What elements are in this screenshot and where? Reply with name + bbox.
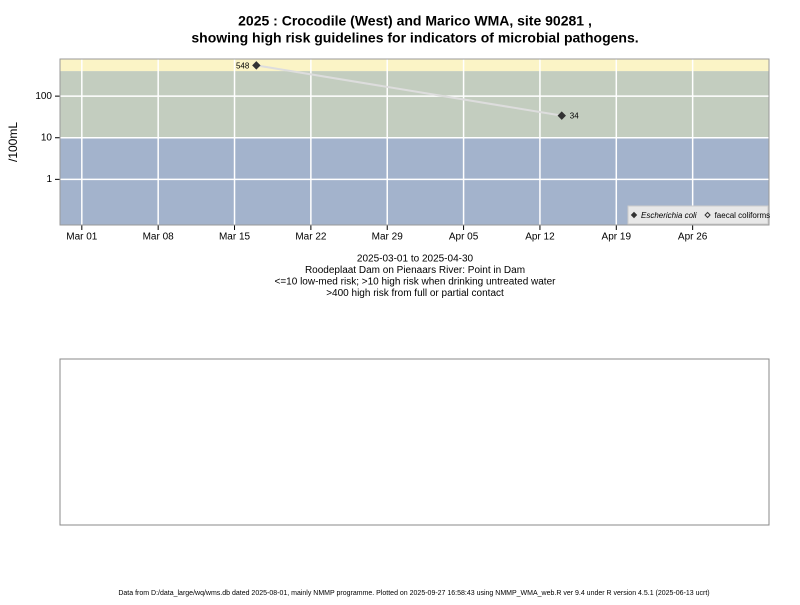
- subtitle: 2025-03-01 to 2025-04-30: [357, 254, 474, 265]
- x-tick-label: Apr 26: [678, 232, 708, 243]
- x-tick-label: Apr 12: [525, 232, 555, 243]
- risk-band: [60, 59, 769, 72]
- chart-title: 2025 : Crocodile (West) and Marico WMA, …: [238, 13, 592, 29]
- data-point: [252, 61, 261, 70]
- chart-title: showing high risk guidelines for indicat…: [191, 30, 638, 46]
- y-tick-label: 100: [35, 91, 52, 102]
- legend-label: faecal coliforms: [715, 211, 771, 220]
- empty-panel: [59, 358, 770, 526]
- footer: Data from D:/data_large/wq/wms.db dated …: [118, 590, 709, 597]
- legend-label: Escherichia coli: [641, 211, 697, 220]
- series-line: [256, 64, 562, 117]
- data-label: 34: [570, 112, 579, 121]
- x-tick-label: Mar 15: [219, 232, 251, 243]
- data-label: 548: [236, 61, 250, 70]
- subtitle: <=10 low-med risk; >10 high risk when dr…: [275, 277, 557, 288]
- subtitle: Roodeplaat Dam on Pienaars River: Point …: [305, 265, 525, 276]
- subtitle: >400 high risk from full or partial cont…: [326, 288, 504, 299]
- plot-frame: [59, 58, 770, 226]
- x-tick-label: Mar 08: [143, 232, 175, 243]
- x-tick-label: Mar 01: [66, 232, 98, 243]
- legend-marker: [704, 211, 711, 219]
- x-tick-label: Mar 22: [295, 232, 327, 243]
- x-tick-label: Apr 19: [602, 232, 632, 243]
- y-tick-label: 10: [41, 132, 53, 143]
- y-axis-label: /100mL: [6, 122, 20, 162]
- y-tick-label: 1: [46, 174, 52, 185]
- x-tick-label: Mar 29: [372, 232, 404, 243]
- legend-marker: [630, 211, 638, 219]
- risk-band: [60, 71, 769, 138]
- x-tick-label: Apr 05: [449, 232, 479, 243]
- legend-box: [627, 205, 769, 225]
- data-point: [557, 111, 566, 120]
